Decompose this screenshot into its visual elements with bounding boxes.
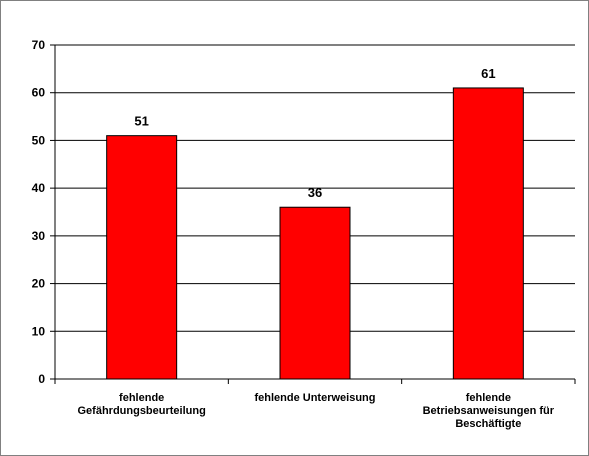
y-tick-label: 60 <box>32 86 46 100</box>
x-tick-labels: fehlende Gefährdungsbeurteilung fehlende U… <box>77 392 554 430</box>
bar <box>106 135 178 380</box>
x-tick-label: fehlende Gefährdungsbeurteilung <box>77 392 205 417</box>
bars <box>106 87 524 380</box>
y-tick-label: 10 <box>32 324 46 338</box>
data-label: 61 <box>481 66 495 81</box>
plot-area: 0 10 20 30 40 50 60 70 fehlende Gefährdungsbeurt… <box>32 38 576 430</box>
y-tick-label: 30 <box>32 229 46 243</box>
data-label: 36 <box>308 185 322 200</box>
y-tick-label: 70 <box>32 38 46 52</box>
x-tick-label: fehlende Betriebsanweisungen für Beschäfti… <box>423 392 555 430</box>
y-tick-labels: 0 10 20 30 40 50 60 70 <box>32 38 46 386</box>
y-tick-label: 0 <box>38 372 45 386</box>
y-tick-label: 50 <box>32 133 46 147</box>
data-label: 51 <box>134 114 148 129</box>
x-tick-label: fehlende Unterweisung <box>254 392 375 404</box>
data-labels: 51 36 61 <box>134 66 495 200</box>
bar <box>279 206 351 380</box>
axes <box>50 44 576 384</box>
y-tick-label: 20 <box>32 277 46 291</box>
y-tick-label: 40 <box>32 181 46 195</box>
bar <box>452 87 524 380</box>
